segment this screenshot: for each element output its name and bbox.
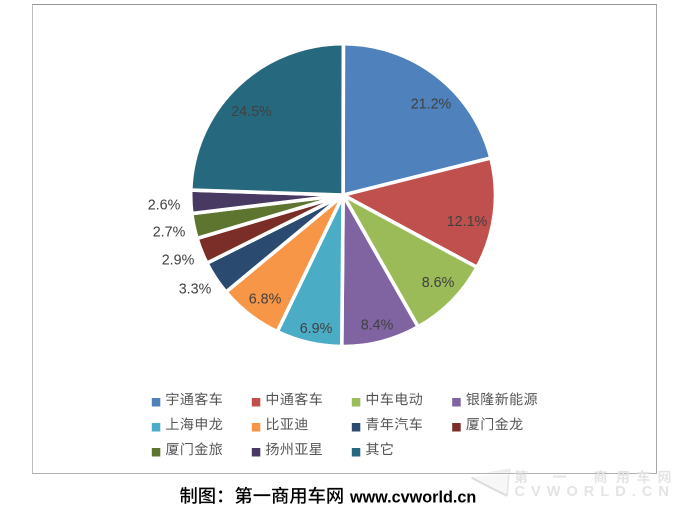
svg-text:12.1%: 12.1% — [447, 214, 488, 230]
svg-text:www.cvworld.cn: www.cvworld.cn — [349, 489, 476, 507]
svg-text:8.6%: 8.6% — [422, 275, 455, 291]
svg-text:6.8%: 6.8% — [249, 292, 282, 308]
svg-text:2.7%: 2.7% — [153, 225, 186, 241]
svg-text:2.9%: 2.9% — [162, 253, 195, 269]
svg-text:CVWORLD.CN: CVWORLD.CN — [515, 484, 675, 500]
svg-text:8.4%: 8.4% — [361, 318, 394, 334]
svg-text:2.6%: 2.6% — [148, 198, 181, 214]
svg-text:6.9%: 6.9% — [300, 321, 333, 337]
svg-text:24.5%: 24.5% — [231, 104, 272, 120]
svg-text:21.2%: 21.2% — [411, 97, 452, 113]
svg-text:3.3%: 3.3% — [179, 282, 212, 298]
